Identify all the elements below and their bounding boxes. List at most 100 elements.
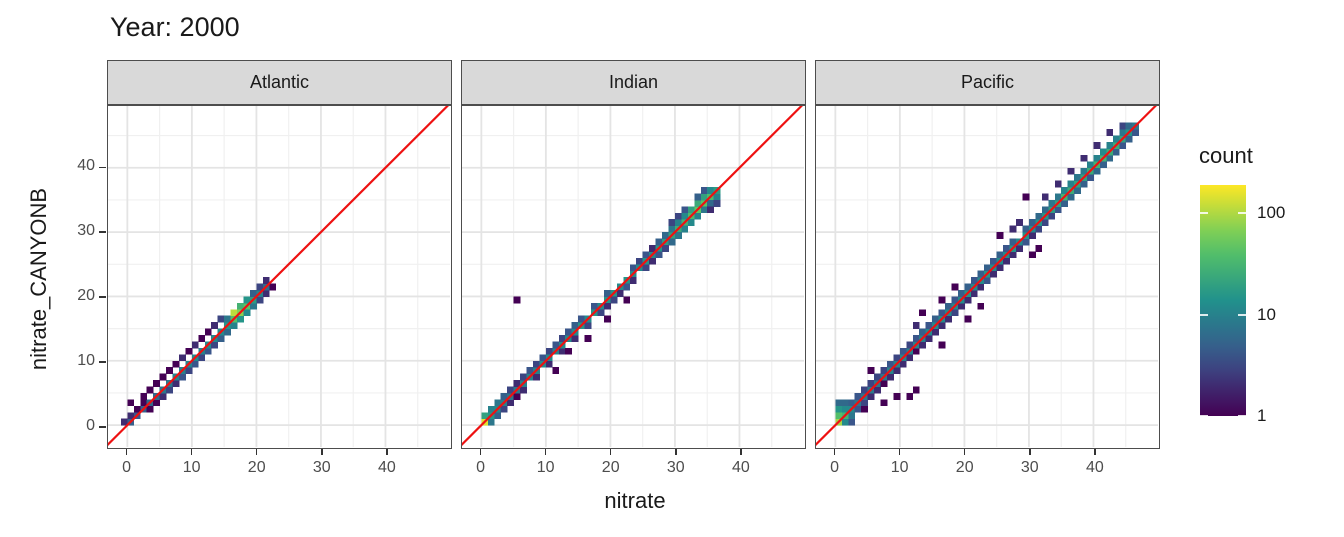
count-bin [185,367,193,375]
count-bin [487,418,495,426]
panel-plot-svg [462,106,804,447]
count-bin [487,405,495,413]
x-tick [190,449,193,455]
count-bin [565,347,573,355]
count-bin [687,219,695,227]
count-bin [925,335,933,342]
colorbar-tick-label: 1 [1257,406,1267,425]
y-tick-label: 40 [77,157,95,175]
count-bin [861,386,869,394]
count-bin [1003,257,1010,265]
count-bin [841,399,849,407]
count-bin [899,360,907,368]
count-bin [1119,129,1127,136]
y-tick-label: 20 [77,287,95,305]
count-bin [919,328,927,336]
count-bin [1087,161,1094,169]
count-bin [539,354,547,362]
count-bin [938,296,946,304]
count-bin [951,296,959,304]
count-bin [558,347,566,355]
count-bin [120,418,128,426]
x-tick-label: 30 [312,459,331,476]
count-bin [668,238,676,246]
count-bin [159,392,167,400]
count-bin [1067,193,1075,201]
count-bin [507,386,515,394]
facet-strip-atlantic: Atlantic [107,60,452,105]
count-bin [1125,122,1133,130]
count-bin [224,328,231,336]
count-bin [1074,174,1081,182]
count-bin [243,309,251,317]
count-bin [687,206,695,214]
count-bin [919,341,927,349]
count-bin [552,367,560,375]
count-bin [140,399,148,407]
count-bin [668,225,676,233]
count-bin [513,392,521,400]
count-bin [140,392,148,400]
y-tick [99,231,106,233]
count-bin [256,296,264,304]
count-bin [655,238,663,246]
x-tick [479,449,482,455]
count-bin [217,315,225,323]
count-bin [662,232,669,239]
x-tick-label: 20 [247,459,266,476]
x-tick [898,449,901,455]
count-bin [867,380,875,387]
count-bin [204,328,212,336]
count-bin [919,309,927,317]
count-bin [707,199,715,207]
x-tick-label: 40 [1085,459,1104,476]
count-bin [848,412,856,420]
count-bin [880,399,888,407]
count-bin [237,302,244,310]
colorbar-tick [1238,212,1246,215]
count-bin [185,347,193,355]
count-bin [957,302,965,310]
count-bin [957,290,965,297]
count-bin [713,199,721,207]
facet-panel-indian [461,105,806,449]
count-bin [662,244,669,252]
count-bin [1009,225,1017,233]
count-bin [912,386,920,394]
count-bin [990,270,998,278]
count-bin [996,264,1004,272]
y-tick-label: 30 [77,222,95,240]
count-bin [700,193,708,201]
count-bin [1028,232,1036,239]
x-tick-label: 30 [666,459,685,476]
count-bin [172,360,180,368]
count-bin [681,212,689,220]
x-tick [740,449,742,455]
count-bin [1067,180,1075,188]
count-bin [848,399,856,407]
x-tick-label: 0 [476,459,485,476]
count-bin [1022,238,1030,246]
count-bin [1041,193,1049,201]
colorbar-tick [1200,212,1208,215]
count-bin [996,251,1004,259]
count-bin [133,405,141,413]
count-bin [1080,154,1088,162]
count-bin [1048,199,1056,207]
count-bin [166,386,173,394]
x-tick-label: 20 [601,459,620,476]
count-bin [243,296,251,304]
facet-strip-pacific: Pacific [815,60,1160,105]
x-tick [963,449,966,455]
count-bin [1016,244,1023,252]
count-bin [707,187,715,194]
x-tick [1094,449,1096,455]
count-bin [616,290,624,297]
count-bin [520,386,527,394]
count-bin [191,360,199,368]
count-bin [880,367,888,375]
x-tick-label: 40 [731,459,750,476]
count-bin [1009,238,1017,246]
x-tick-label: 0 [122,459,131,476]
